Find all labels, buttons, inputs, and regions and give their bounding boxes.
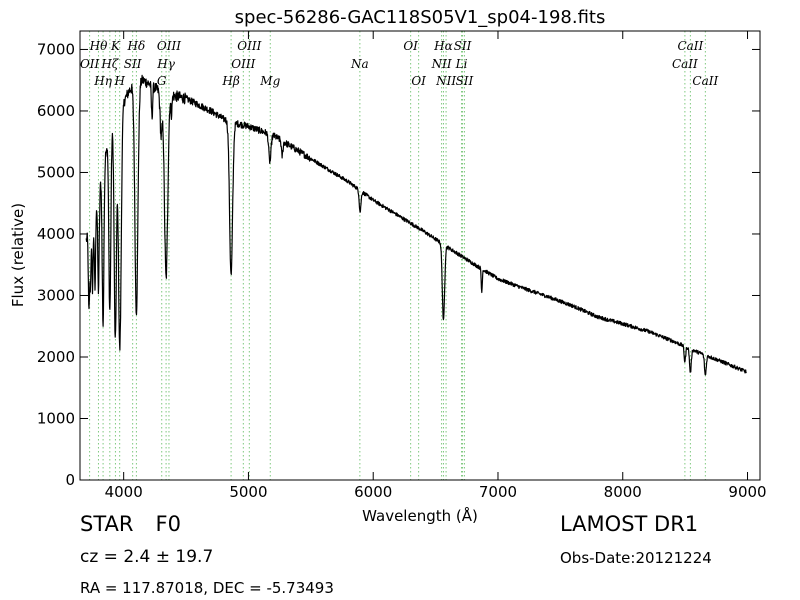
line-marker-label: Hβ xyxy=(221,74,239,88)
plot-frame xyxy=(79,30,761,481)
line-marker-label: Hθ xyxy=(89,39,108,53)
line-markers xyxy=(89,31,706,480)
line-marker-label: SII xyxy=(124,57,142,71)
object-type: STAR xyxy=(80,512,134,536)
x-tick-label: 5000 xyxy=(229,483,267,501)
y-tick-label: 7000 xyxy=(37,40,75,58)
observation-date: Obs-Date:20121224 xyxy=(560,549,712,567)
line-marker-label: CaII xyxy=(692,74,718,88)
x-tick-label: 7000 xyxy=(479,483,517,501)
spectrum-line xyxy=(85,74,747,376)
x-tick-label: 9000 xyxy=(728,483,766,501)
line-marker-label: Mg xyxy=(259,74,280,88)
line-marker-label: OIII xyxy=(237,39,261,53)
line-marker-label: SII xyxy=(456,74,474,88)
line-marker-label: Hδ xyxy=(127,39,146,53)
line-marker-label: Hη xyxy=(93,74,112,88)
x-axis-label: Wavelength (Å) xyxy=(362,506,478,525)
line-marker-label: Hα xyxy=(433,39,453,53)
line-marker-label: OIII xyxy=(231,57,255,71)
line-marker-label: K xyxy=(110,39,121,53)
y-tick-label: 3000 xyxy=(37,286,75,304)
line-marker-label: NII xyxy=(431,57,452,71)
y-tick-label: 4000 xyxy=(37,225,75,243)
survey-name: LAMOST DR1 xyxy=(560,512,699,536)
line-marker-label: Na xyxy=(350,57,369,71)
object-class: STAR F0 xyxy=(80,512,181,536)
line-marker-label: OI xyxy=(403,39,418,53)
x-tick-label: 4000 xyxy=(105,483,143,501)
y-tick-label: 5000 xyxy=(37,163,75,181)
y-axis-label: Flux (relative) xyxy=(9,203,27,307)
y-tick-label: 2000 xyxy=(37,348,75,366)
line-marker-label: CaII xyxy=(672,57,698,71)
line-marker-label: G xyxy=(157,74,167,88)
line-marker-label: Hγ xyxy=(156,57,175,71)
y-tick-label: 1000 xyxy=(37,409,75,427)
y-tick-label: 6000 xyxy=(37,102,75,120)
y-tick-label: 0 xyxy=(65,471,75,489)
redshift-readout: cz = 2.4 ± 19.7 xyxy=(80,547,214,567)
line-marker-label: Hζ xyxy=(100,57,119,71)
coordinates-readout: RA = 117.87018, DEC = -5.73493 xyxy=(80,579,334,597)
line-marker-label: CaII xyxy=(677,39,703,53)
line-marker-label: H xyxy=(113,74,125,88)
line-marker-label: Li xyxy=(455,57,468,71)
line-marker-label: OII xyxy=(80,57,100,71)
line-marker-label: OI xyxy=(411,74,426,88)
object-subclass: F0 xyxy=(155,512,181,536)
line-marker-label: SII xyxy=(454,39,472,53)
chart-title: spec-56286-GAC118S05V1_sp04-198.fits xyxy=(235,7,606,28)
x-tick-label: 8000 xyxy=(604,483,642,501)
y-axis-ticks: 0 1000 2000 3000 4000 5000 6000 7000 xyxy=(37,40,760,489)
line-marker-label: NII xyxy=(435,74,456,88)
line-marker-label: OIII xyxy=(157,39,181,53)
x-tick-label: 6000 xyxy=(354,483,392,501)
x-axis-ticks: 4000 5000 6000 7000 8000 9000 xyxy=(105,31,767,501)
